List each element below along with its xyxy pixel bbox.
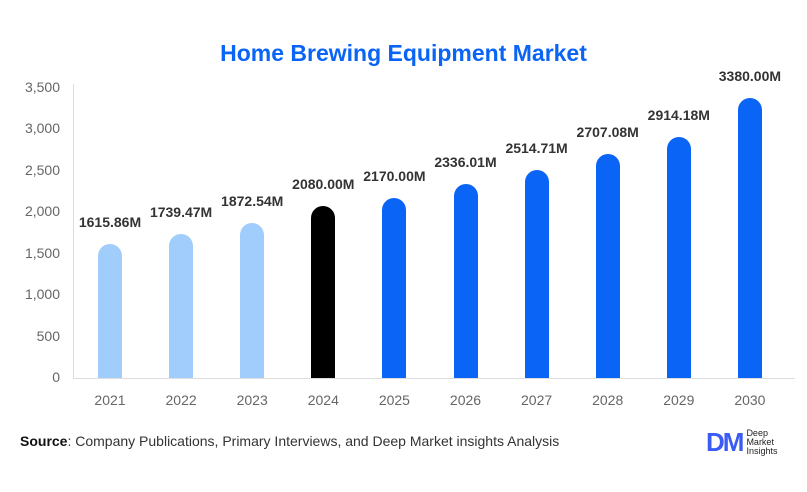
bar-2030	[737, 97, 762, 378]
logo-text: Deep Market Insights	[746, 429, 777, 456]
source-label: Source	[20, 433, 68, 449]
bar-2029	[666, 136, 691, 378]
data-label: 1615.86M	[78, 214, 142, 231]
x-tick-label: 2028	[592, 392, 624, 408]
data-label: 2336.01M	[434, 154, 497, 171]
x-axis-line	[73, 378, 795, 379]
data-label: 2914.18M	[647, 106, 710, 123]
logo-line-2: Market	[746, 437, 774, 447]
x-tick-label: 2022	[165, 392, 197, 408]
brand-logo: DM Deep Market Insights	[706, 427, 777, 458]
y-tick-label: 2,000	[24, 203, 60, 220]
logo-mark: DM	[706, 427, 744, 457]
x-tick-label: 2030	[734, 392, 766, 408]
y-tick-label: 3,000	[24, 120, 60, 137]
logo-line-3: Insights	[746, 446, 778, 456]
bar-2023	[240, 222, 265, 378]
bar-2027	[524, 169, 549, 378]
chart-title: Home Brewing Equipment Market	[220, 40, 587, 66]
y-tick-label: 1,500	[24, 244, 60, 261]
x-tick-label: 2021	[94, 392, 126, 408]
bar-2022	[169, 233, 194, 378]
source-note: Source: Company Publications, Primary In…	[20, 433, 559, 449]
x-tick-label: 2023	[236, 392, 268, 408]
y-tick-label: 3,500	[24, 79, 60, 95]
bar-2026	[453, 184, 478, 378]
data-label: 3380.00M	[718, 67, 782, 84]
y-axis-line	[73, 84, 74, 379]
x-tick-label: 2027	[521, 392, 553, 408]
y-tick-label: 0	[52, 369, 60, 385]
bar-2021	[98, 244, 122, 378]
bar-2025	[382, 198, 407, 378]
data-label: 2080.00M	[292, 175, 355, 192]
data-label: 2170.00M	[363, 168, 426, 185]
data-label: 1872.54M	[221, 192, 284, 209]
data-label: 2707.08M	[576, 123, 639, 140]
x-tick-label: 2024	[307, 392, 339, 408]
data-label: 2514.71M	[505, 139, 568, 156]
x-tick-label: 2025	[378, 392, 410, 408]
y-tick-label: 1,000	[24, 286, 60, 303]
data-label: 1739.47M	[149, 203, 213, 220]
bar-2028	[595, 153, 620, 378]
bar-2024	[311, 205, 336, 378]
y-tick-label: 500	[36, 327, 60, 344]
y-tick-label: 2,500	[24, 161, 60, 178]
x-tick-label: 2029	[663, 392, 695, 408]
source-text: : Company Publications, Primary Intervie…	[67, 433, 560, 449]
x-tick-label: 2026	[449, 392, 482, 408]
logo-line-1: Deep	[746, 428, 768, 438]
